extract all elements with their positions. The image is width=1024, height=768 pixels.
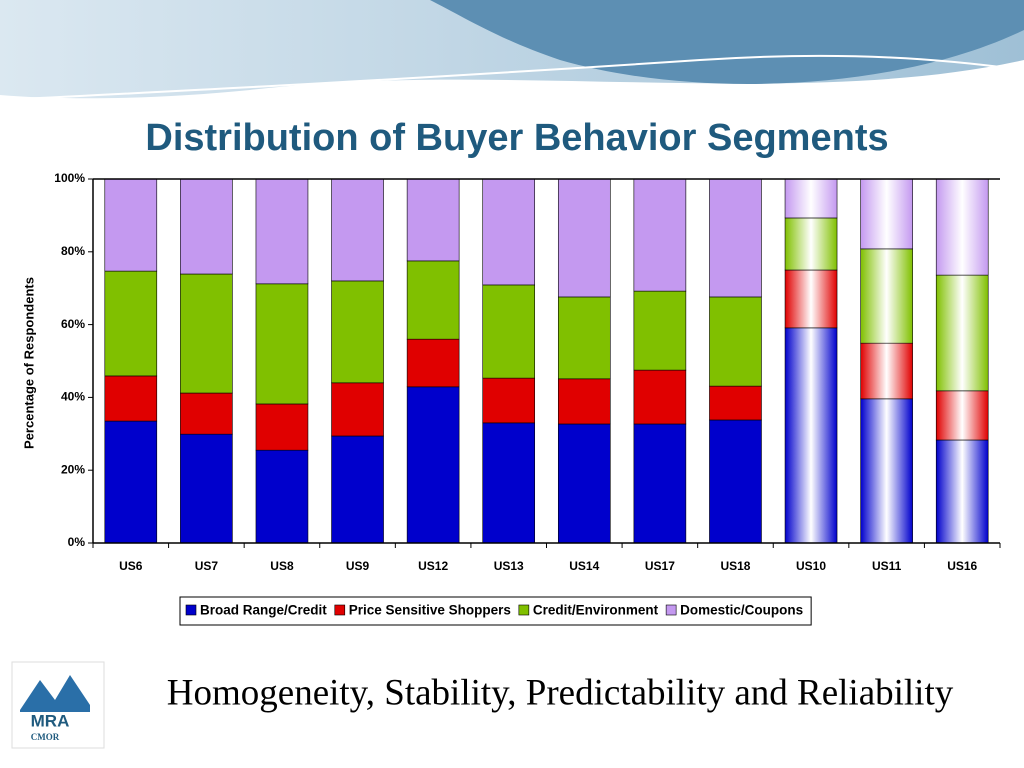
bar-segment [255,403,309,451]
x-tick-label: US17 [645,559,675,573]
bar-segment [180,273,233,394]
bar-segment [557,178,611,298]
bar-segment [633,423,687,544]
bar-segment [331,280,384,384]
y-tick-label: 60% [61,317,85,331]
header-swoosh-dark [430,0,1024,84]
legend-swatch [185,604,197,616]
bar-segment [331,178,384,282]
legend-label: Broad Range/Credit [200,603,327,618]
bar-segment [180,178,233,275]
bar-segment [860,398,913,544]
y-axis-label: Percentage of Respondents [21,277,36,449]
bar-segment [557,296,611,380]
bar-segment [104,375,158,422]
bar-segment [784,269,838,329]
x-tick-label: US13 [494,559,524,573]
bar-segment [482,422,536,544]
bar-segment [935,274,989,392]
bar-segment [482,178,536,286]
legend-box [179,596,812,626]
bar-segment [935,439,989,544]
bar-segment [633,290,687,371]
x-tick-label: US9 [346,559,370,573]
header-line [0,54,1024,101]
bar-segment [709,178,762,298]
bar-segment [482,284,536,379]
bar-segment [557,378,611,425]
logo-mark [20,675,90,712]
bar-segment [255,178,309,285]
bar-segment [860,248,913,344]
x-tick-label: US7 [195,559,219,573]
bar-segment [406,178,460,262]
bar-segment [255,283,309,405]
bar-segment [482,377,536,424]
chart-title: Distribution of Buyer Behavior Segments [145,117,888,159]
bar-segment [784,217,838,271]
x-tick-label: US11 [872,559,902,573]
bar-segment [784,327,838,544]
bar-segment [331,382,384,437]
bar-segment [180,433,233,544]
x-tick-label: US16 [947,559,977,573]
bar-segment [709,385,762,421]
y-tick-label: 40% [61,390,85,404]
logo-text: MRA [31,711,70,730]
bar-segment [406,260,460,340]
bar-segment [860,342,913,400]
legend-label: Price Sensitive Shoppers [349,603,511,618]
bar-segment [104,270,158,377]
bar-segment [860,178,913,250]
legend-swatch [518,604,530,616]
bar-segment [633,178,687,292]
x-tick-label: US10 [796,559,826,573]
legend-label: Credit/Environment [533,603,659,618]
y-tick-label: 80% [61,244,85,258]
x-tick-label: US12 [418,559,448,573]
bar-segment [180,392,233,435]
tagline: Homogeneity, Stability, Predictability a… [167,672,954,713]
bar-segment [935,390,989,441]
y-tick-label: 0% [68,535,86,549]
logo-subtext: CMOR [31,732,60,742]
bar-segment [557,423,611,544]
x-tick-label: US8 [270,559,294,573]
bar-segment [331,435,384,544]
bar-segment [255,449,309,544]
bar-segment [406,386,460,544]
y-tick-label: 100% [54,171,85,185]
x-tick-label: US14 [569,559,599,573]
legend-label: Domestic/Coupons [680,603,803,618]
bar-segment [784,178,838,219]
bar-segment [709,296,762,387]
x-tick-label: US6 [119,559,143,573]
bar-segment [104,178,158,272]
bar-segment [104,420,158,544]
legend-swatch [665,604,677,616]
bar-segment [633,369,687,425]
bar-segment [406,338,460,388]
bar-segment [709,419,762,544]
legend-swatch [334,604,346,616]
bar-segment [935,178,989,276]
x-tick-label: US18 [720,559,750,573]
y-tick-label: 20% [61,462,85,476]
